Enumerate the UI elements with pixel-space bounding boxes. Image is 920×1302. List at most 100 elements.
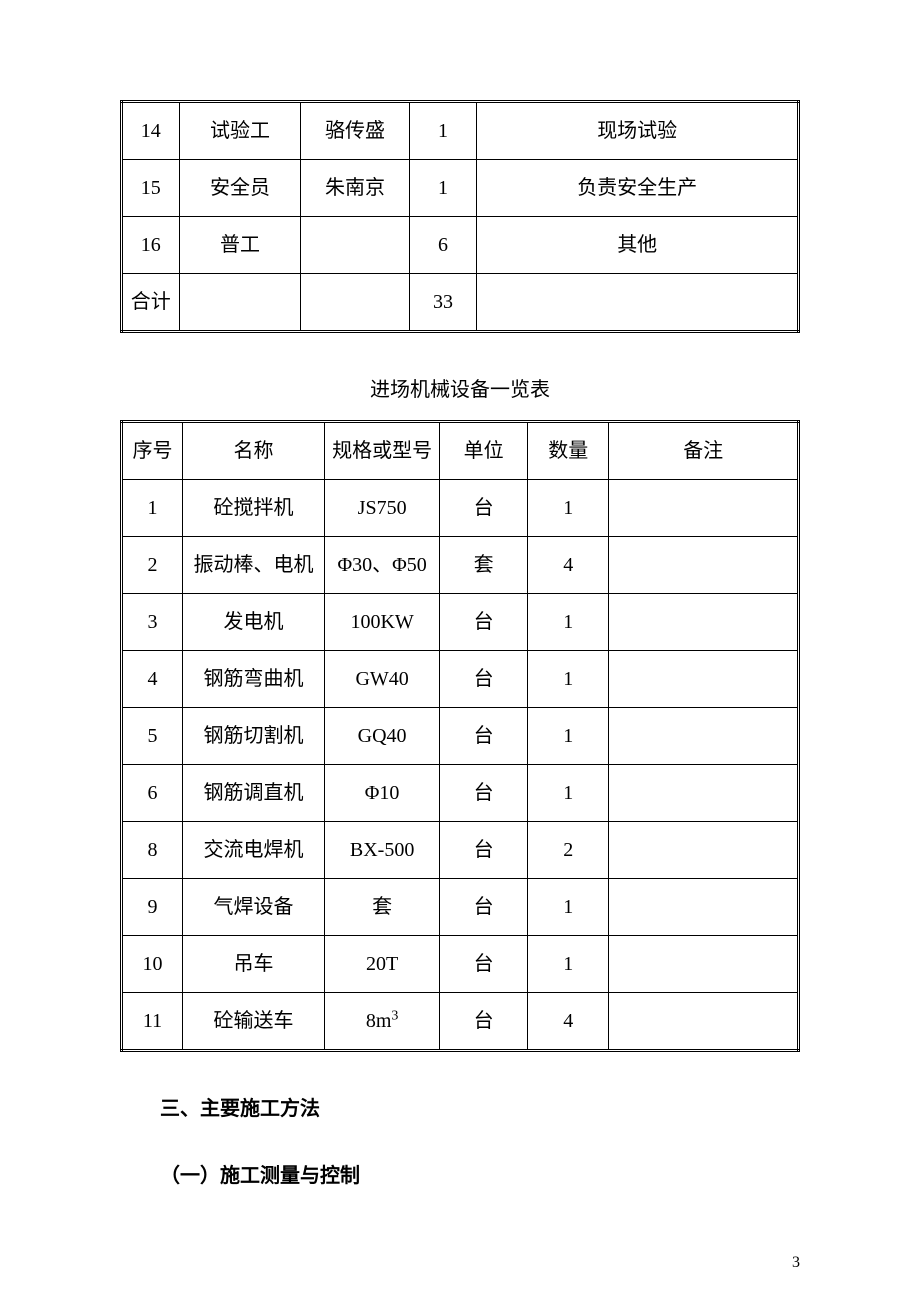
table-cell <box>609 537 799 594</box>
table-row: 合计 33 <box>122 274 799 332</box>
equipment-table-caption: 进场机械设备一览表 <box>120 373 800 402</box>
table-cell: 1 <box>528 594 609 651</box>
table-row: 15安全员朱南京1负责安全生产 <box>122 160 799 217</box>
table-cell <box>609 822 799 879</box>
table-cell <box>609 879 799 936</box>
table-cell: 33 <box>409 274 477 332</box>
table-cell: 9 <box>122 879 183 936</box>
table-cell: BX-500 <box>325 822 440 879</box>
table-cell: 2 <box>528 822 609 879</box>
section-heading-survey-control: （一）施工测量与控制 <box>120 1159 800 1188</box>
table-row: 6钢筋调直机Φ10台1 <box>122 765 799 822</box>
table-cell: 1 <box>528 480 609 537</box>
table-cell <box>609 936 799 993</box>
table-cell: 钢筋切割机 <box>182 708 324 765</box>
table-cell: 吊车 <box>182 936 324 993</box>
table-cell: 4 <box>122 651 183 708</box>
table-cell: 台 <box>440 822 528 879</box>
table-row: 3发电机100KW台1 <box>122 594 799 651</box>
personnel-table: 14试验工骆传盛1现场试验15安全员朱南京1负责安全生产16普工6其他合计33 <box>120 100 800 333</box>
table-header-cell: 名称 <box>182 422 324 480</box>
table-row: 4钢筋弯曲机GW40台1 <box>122 651 799 708</box>
table-cell: 其他 <box>477 217 799 274</box>
table-cell: 8 <box>122 822 183 879</box>
document-page: 14试验工骆传盛1现场试验15安全员朱南京1负责安全生产16普工6其他合计33 … <box>0 0 920 1302</box>
table-cell: 台 <box>440 594 528 651</box>
table-header-cell: 备注 <box>609 422 799 480</box>
table-cell: 现场试验 <box>477 102 799 160</box>
table-cell: 10 <box>122 936 183 993</box>
table-cell: 台 <box>440 879 528 936</box>
table-header-cell: 数量 <box>528 422 609 480</box>
table-cell: Φ10 <box>325 765 440 822</box>
table-cell: 台 <box>440 480 528 537</box>
table-row: 10吊车20T台1 <box>122 936 799 993</box>
table-cell: 振动棒、电机 <box>182 537 324 594</box>
table-cell: 16 <box>122 217 180 274</box>
table-row: 9气焊设备套台1 <box>122 879 799 936</box>
table-cell: 1 <box>409 160 477 217</box>
table-cell: 套 <box>325 879 440 936</box>
table-cell: 5 <box>122 708 183 765</box>
section-heading-main-method: 三、主要施工方法 <box>120 1092 800 1121</box>
equipment-table: 序号名称规格或型号单位数量备注 1砼搅拌机JS750台12振动棒、电机Φ30、Φ… <box>120 420 800 1052</box>
table-cell: 1 <box>122 480 183 537</box>
table-cell: GW40 <box>325 651 440 708</box>
table-header-cell: 单位 <box>440 422 528 480</box>
table-cell: 台 <box>440 993 528 1051</box>
table-header-cell: 规格或型号 <box>325 422 440 480</box>
table-cell: 6 <box>122 765 183 822</box>
table-cell: 4 <box>528 537 609 594</box>
table-cell: 砼输送车 <box>182 993 324 1051</box>
table-cell: 20T <box>325 936 440 993</box>
table-cell: GQ40 <box>325 708 440 765</box>
table-row: 14试验工骆传盛1现场试验 <box>122 102 799 160</box>
table-row: 1砼搅拌机JS750台1 <box>122 480 799 537</box>
table-cell: 2 <box>122 537 183 594</box>
table-cell: 钢筋调直机 <box>182 765 324 822</box>
table-cell: 1 <box>528 936 609 993</box>
table-row: 5钢筋切割机GQ40台1 <box>122 708 799 765</box>
table-header-row: 序号名称规格或型号单位数量备注 <box>122 422 799 480</box>
table-cell <box>609 480 799 537</box>
table-cell: 台 <box>440 651 528 708</box>
table-cell: 1 <box>528 708 609 765</box>
table-cell: 14 <box>122 102 180 160</box>
table-cell <box>609 708 799 765</box>
table-cell: 8m3 <box>325 993 440 1051</box>
table-cell: 6 <box>409 217 477 274</box>
table-cell: 气焊设备 <box>182 879 324 936</box>
table-cell <box>179 274 301 332</box>
table-cell: 交流电焊机 <box>182 822 324 879</box>
table-cell: 合计 <box>122 274 180 332</box>
table-cell: 1 <box>528 765 609 822</box>
table-cell: 试验工 <box>179 102 301 160</box>
page-number: 3 <box>792 1254 800 1272</box>
table-cell: 100KW <box>325 594 440 651</box>
table-row: 8交流电焊机BX-500台2 <box>122 822 799 879</box>
table-cell: JS750 <box>325 480 440 537</box>
table-cell: 普工 <box>179 217 301 274</box>
table-cell: 负责安全生产 <box>477 160 799 217</box>
table-cell <box>609 993 799 1051</box>
table-cell: 套 <box>440 537 528 594</box>
table-row: 11砼输送车8m3台4 <box>122 993 799 1051</box>
table-cell: 4 <box>528 993 609 1051</box>
table-cell: 15 <box>122 160 180 217</box>
table-cell: Φ30、Φ50 <box>325 537 440 594</box>
table-cell: 钢筋弯曲机 <box>182 651 324 708</box>
table-cell: 台 <box>440 765 528 822</box>
table-cell: 朱南京 <box>301 160 409 217</box>
table-cell: 安全员 <box>179 160 301 217</box>
table-row: 2振动棒、电机Φ30、Φ50套4 <box>122 537 799 594</box>
table-cell: 发电机 <box>182 594 324 651</box>
table-header-cell: 序号 <box>122 422 183 480</box>
table-cell <box>477 274 799 332</box>
table-cell <box>609 765 799 822</box>
table-cell: 台 <box>440 708 528 765</box>
table-cell: 砼搅拌机 <box>182 480 324 537</box>
table-cell: 3 <box>122 594 183 651</box>
table-cell: 骆传盛 <box>301 102 409 160</box>
table-row: 16普工 6其他 <box>122 217 799 274</box>
table-cell: 11 <box>122 993 183 1051</box>
